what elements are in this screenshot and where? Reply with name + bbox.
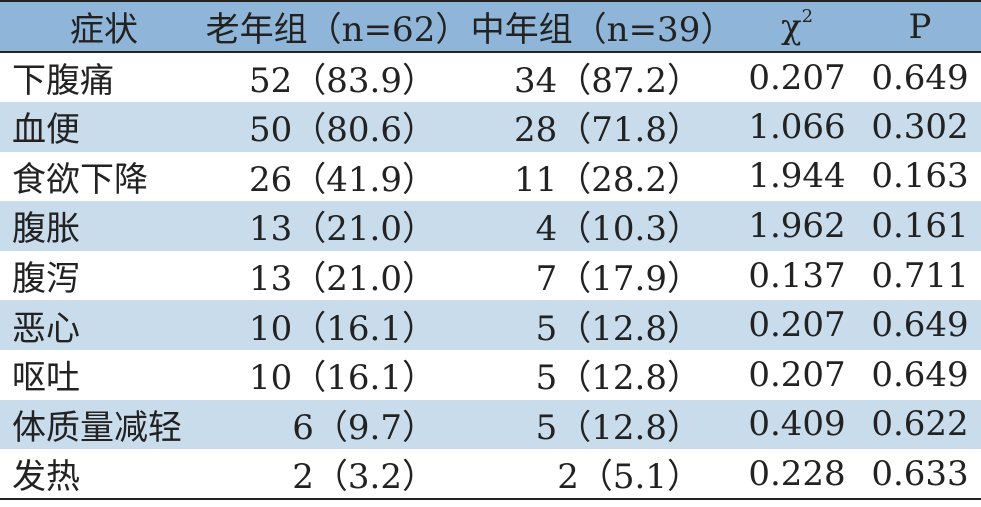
cell-symptom: 发热 [0, 449, 205, 501]
table-row: 腹胀 13（21.0） 4（10.3） 1.962 0.161 [0, 201, 981, 251]
header-chi-square: χ2 [735, 0, 859, 53]
cell-old-group: 50（80.6） [249, 110, 436, 151]
cell-p-value: 0.711 [871, 255, 969, 296]
cell-middle-group: 11（28.2） [514, 159, 701, 200]
cell-p-value: 0.161 [871, 205, 969, 246]
cell-old-group: 2（3.2） [205, 449, 470, 501]
cell-old-group: 52（83.9） [249, 61, 436, 101]
cell-p-value: 0.649 [871, 305, 969, 346]
header-middle-group: 中年组（n=39） [470, 0, 735, 53]
table-body: 下腹痛 52（83.9） 34（87.2） 0.207 0.649 血便 50（80.6） 2… [0, 52, 981, 501]
cell-middle-group: 34（87.2） [514, 61, 701, 101]
cell-chi-square: 0.207 [748, 57, 846, 98]
cell-chi-square: 0.207 [748, 305, 846, 346]
cell-symptom: 血便 [12, 110, 80, 151]
cell-p-value: 0.302 [871, 106, 969, 147]
cell-middle-group: 5（12.8） [535, 407, 701, 448]
table-row: 体质量减轻 6（9.7） 5（12.8） 0.409 0.622 [0, 399, 981, 450]
chi-symbol: χ [780, 7, 802, 47]
cell-symptom: 恶心 [12, 308, 80, 349]
cell-middle-group: 4（10.3） [535, 209, 701, 250]
cell-old-group: 6（9.7） [292, 407, 436, 448]
table-row: 血便 50（80.6） 28（71.8） 1.066 0.302 [0, 102, 981, 152]
header-symptom: 症状 [0, 0, 205, 53]
cell-chi-square: 0.228 [735, 449, 859, 501]
cell-chi-square: 1.944 [748, 156, 846, 197]
cell-middle-group: 7（17.9） [535, 259, 701, 300]
cell-chi-square: 0.207 [748, 354, 846, 395]
table-row: 腹泻 13（21.0） 7（17.9） 0.137 0.711 [0, 250, 981, 301]
cell-symptom: 呕吐 [12, 358, 80, 399]
table-row: 下腹痛 52（83.9） 34（87.2） 0.207 0.649 [0, 52, 981, 102]
header-p-value: P [859, 0, 981, 53]
table-header: 症状 老年组（n=62） 中年组（n=39） χ2 P [0, 0, 981, 53]
cell-p-value: 0.649 [871, 354, 969, 395]
cell-old-group: 10（16.1） [249, 308, 436, 349]
cell-chi-square: 0.137 [748, 255, 846, 296]
cell-symptom: 食欲下降 [12, 159, 148, 200]
cell-old-group: 13（21.0） [249, 259, 436, 300]
cell-chi-square: 0.409 [748, 404, 846, 445]
table-row: 发热 2（3.2） 2（5.1） 0.228 0.633 [0, 449, 981, 501]
cell-p-value: 0.163 [871, 156, 969, 197]
header-old-group: 老年组（n=62） [205, 0, 470, 53]
cell-p-value: 0.649 [871, 57, 969, 98]
table-row: 呕吐 10（16.1） 5（12.8） 0.207 0.649 [0, 349, 981, 400]
cell-symptom: 腹胀 [12, 209, 80, 250]
table-row: 食欲下降 26（41.9） 11（28.2） 1.944 0.163 [0, 151, 981, 202]
cell-p-value: 0.622 [871, 404, 969, 445]
cell-old-group: 10（16.1） [249, 358, 436, 399]
cell-middle-group: 5（12.8） [535, 358, 701, 399]
cell-p-value: 0.633 [859, 449, 981, 501]
cell-middle-group: 5（12.8） [535, 308, 701, 349]
chi-superscript: 2 [801, 6, 814, 27]
cell-symptom: 下腹痛 [12, 61, 114, 101]
cell-chi-square: 1.962 [748, 205, 846, 246]
cell-middle-group: 2（5.1） [470, 449, 735, 501]
table-row: 恶心 10（16.1） 5（12.8） 0.207 0.649 [0, 300, 981, 350]
header-row: 症状 老年组（n=62） 中年组（n=39） χ2 P [0, 0, 981, 53]
cell-chi-square: 1.066 [748, 106, 846, 147]
cell-old-group: 13（21.0） [249, 209, 436, 250]
cell-symptom: 腹泻 [12, 259, 80, 300]
cell-symptom: 体质量减轻 [12, 407, 182, 448]
cell-old-group: 26（41.9） [249, 159, 436, 200]
cell-middle-group: 28（71.8） [514, 110, 701, 151]
